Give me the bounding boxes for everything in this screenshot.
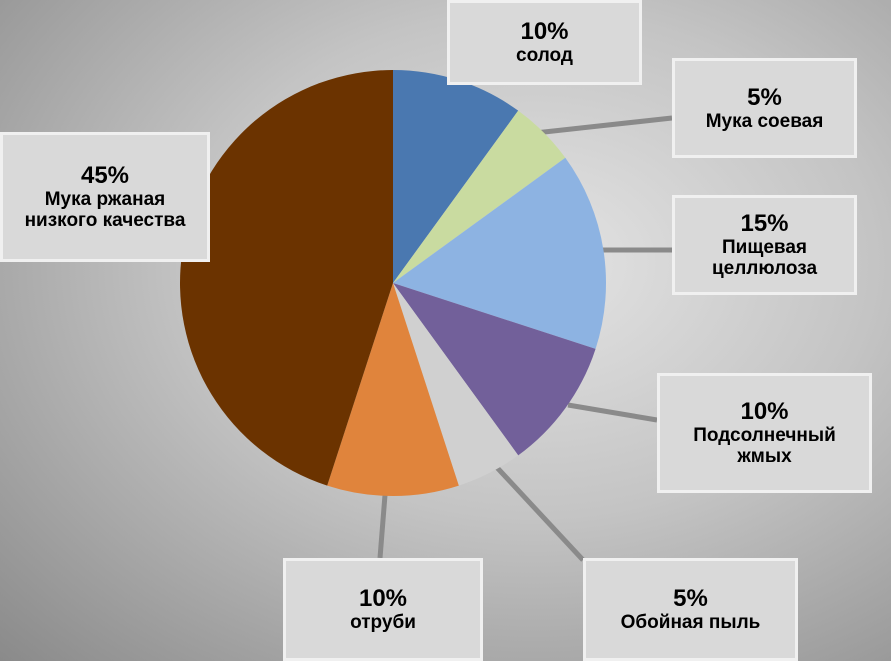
page: 10%солод5%Мука соевая15%Пищевая целлюлоз… xyxy=(0,0,891,661)
data-label: 5% xyxy=(673,585,708,613)
category-label: Мука ржаная низкого качества xyxy=(3,190,207,232)
data-label-box: 10%отруби xyxy=(283,558,483,661)
category-label: Пищевая целлюлоза xyxy=(675,238,854,280)
data-label: 10% xyxy=(740,398,788,426)
leader-line xyxy=(568,405,657,420)
data-label: 10% xyxy=(359,585,407,613)
data-label-box: 5%Обойная пыль xyxy=(583,558,798,661)
leader-line xyxy=(535,118,672,133)
category-label: отруби xyxy=(344,613,422,634)
data-label-box: 15%Пищевая целлюлоза xyxy=(672,195,857,295)
category-label: Обойная пыль xyxy=(615,613,767,634)
category-label: Мука соевая xyxy=(700,112,830,133)
data-label-box: 45%Мука ржаная низкого качества xyxy=(0,132,210,262)
data-label: 10% xyxy=(520,18,568,46)
leader-line xyxy=(490,460,583,560)
data-label: 5% xyxy=(747,84,782,112)
data-label-box: 5%Мука соевая xyxy=(672,58,857,158)
data-label: 15% xyxy=(740,210,788,238)
category-label: Подсолнечный жмых xyxy=(660,426,869,468)
pie xyxy=(180,70,606,496)
data-label-box: 10%Подсолнечный жмых xyxy=(657,373,872,493)
data-label-box: 10%солод xyxy=(447,0,642,85)
category-label: солод xyxy=(510,46,579,67)
data-label: 45% xyxy=(81,162,129,190)
leader-line xyxy=(380,495,385,558)
